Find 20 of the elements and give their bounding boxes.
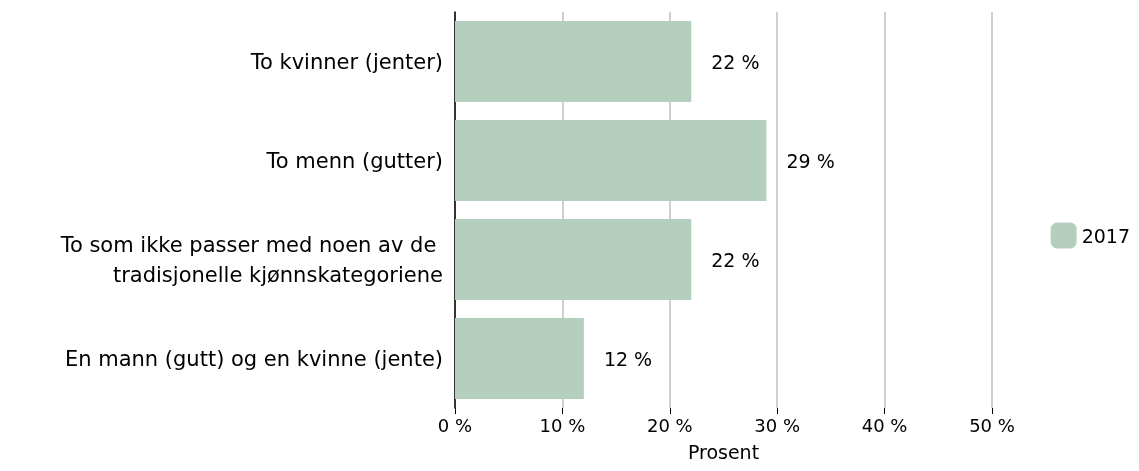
y-tick-label: En mann (gutt) og en kvinne (jente) xyxy=(64,346,443,371)
x-tick-label: 50 % xyxy=(969,414,1015,436)
legend-label: 2017 xyxy=(1081,224,1131,247)
bar xyxy=(455,317,584,400)
data-label: 22 % xyxy=(711,248,760,271)
x-tick-label: 30 % xyxy=(754,414,801,436)
data-label: 29 % xyxy=(786,149,835,172)
x-axis-title: Prosent xyxy=(687,440,760,463)
bar xyxy=(455,218,692,301)
data-label: 22 % xyxy=(711,50,760,73)
y-tick-label: To menn (gutter) xyxy=(265,148,443,173)
y-tick-label: To kvinner (jenter) xyxy=(249,49,443,74)
x-tick-label: 20 % xyxy=(646,414,693,436)
x-tick-label: 10 % xyxy=(539,414,586,436)
y-tick-label: To som ikke passer med noen av de tradisjonelle kjønnskategoriene xyxy=(59,232,443,287)
bar xyxy=(455,119,767,202)
x-tick-label: 0 % xyxy=(437,414,473,436)
x-tick-label: 40 % xyxy=(861,414,908,436)
bar xyxy=(455,20,692,103)
data-label: 12 % xyxy=(603,347,653,370)
